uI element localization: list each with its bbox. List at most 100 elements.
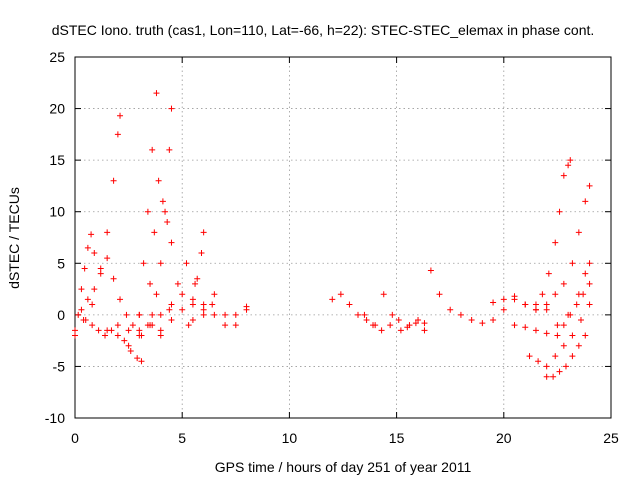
data-point xyxy=(114,322,121,329)
x-tick-label: 10 xyxy=(282,430,298,446)
data-point xyxy=(110,177,117,184)
data-point xyxy=(337,291,344,298)
y-tick-label: 10 xyxy=(49,204,65,220)
data-point xyxy=(168,317,175,324)
data-point xyxy=(102,332,109,339)
data-point xyxy=(586,260,593,267)
series-arc-s xyxy=(543,332,589,380)
data-point xyxy=(164,219,171,226)
grid-lines xyxy=(75,57,611,418)
data-point xyxy=(88,231,95,238)
data-point xyxy=(543,373,550,380)
plot-frame xyxy=(74,56,612,419)
data-point xyxy=(97,270,104,277)
data-point xyxy=(91,286,98,293)
data-point xyxy=(415,317,422,324)
data-point xyxy=(468,317,475,324)
data-point xyxy=(575,229,582,236)
data-point xyxy=(114,332,121,339)
data-point xyxy=(114,131,121,138)
data-point xyxy=(104,255,111,262)
data-point xyxy=(200,311,207,318)
data-point xyxy=(582,332,589,339)
series-arc-d xyxy=(82,317,145,365)
data-point xyxy=(378,327,385,334)
data-point xyxy=(395,317,402,324)
data-point xyxy=(140,260,147,267)
data-point xyxy=(136,327,143,334)
series-arc-b xyxy=(72,112,124,334)
series-arc-t xyxy=(554,280,593,339)
data-point xyxy=(147,322,154,329)
y-tick-label: -10 xyxy=(45,410,65,426)
data-point xyxy=(567,157,574,164)
data-point xyxy=(168,301,175,308)
data-point xyxy=(179,291,186,298)
data-point xyxy=(560,172,567,179)
data-point xyxy=(479,320,486,327)
data-point xyxy=(457,311,464,318)
data-point xyxy=(556,368,563,375)
data-point xyxy=(125,327,132,334)
data-point xyxy=(556,208,563,215)
data-point xyxy=(427,267,434,274)
data-point xyxy=(562,363,569,370)
data-point xyxy=(232,322,239,329)
data-point xyxy=(183,260,190,267)
data-point xyxy=(586,182,593,189)
data-point xyxy=(573,301,580,308)
x-tick-label: 0 xyxy=(71,430,79,446)
data-point xyxy=(166,146,173,153)
x-axis-label: GPS time / hours of day 251 of year 2011 xyxy=(215,459,472,475)
data-point xyxy=(104,229,111,236)
data-point xyxy=(522,301,529,308)
data-point xyxy=(153,90,160,97)
data-point xyxy=(97,265,104,272)
data-point xyxy=(209,301,216,308)
series-arc-g xyxy=(144,105,175,329)
data-point xyxy=(136,311,143,318)
data-point xyxy=(200,229,207,236)
data-point xyxy=(490,317,497,324)
data-point xyxy=(567,311,574,318)
data-point xyxy=(582,198,589,205)
data-point xyxy=(157,260,164,267)
data-point xyxy=(144,208,151,215)
data-point xyxy=(232,311,239,318)
series-arc-k xyxy=(157,291,250,334)
y-tick-label: 20 xyxy=(49,101,65,117)
data-point xyxy=(185,322,192,329)
y-axis-label: dSTEC / TECUs xyxy=(6,187,22,289)
y-tick-label: 5 xyxy=(57,255,65,271)
data-point xyxy=(447,306,454,313)
data-point xyxy=(189,301,196,308)
series-arc-o xyxy=(490,182,593,313)
data-point xyxy=(575,342,582,349)
data-point xyxy=(189,317,196,324)
data-point xyxy=(552,239,559,246)
x-tick-label: 25 xyxy=(603,430,619,446)
chart-title: dSTEC Iono. truth (cas1, Lon=110, Lat=-6… xyxy=(52,22,595,38)
data-point xyxy=(72,327,78,334)
data-point xyxy=(91,249,98,256)
series-arc-n xyxy=(427,267,550,327)
data-point xyxy=(543,306,550,313)
data-point xyxy=(179,306,186,313)
data-point xyxy=(104,327,111,334)
series-arc-a xyxy=(72,231,98,339)
data-point xyxy=(370,322,377,329)
series-arc-l xyxy=(329,291,428,334)
y-tick-label: 0 xyxy=(57,307,65,323)
data-point xyxy=(582,270,589,277)
series-arc-p xyxy=(532,157,574,308)
data-point xyxy=(89,322,96,329)
data-point xyxy=(174,280,181,287)
data-point xyxy=(168,239,175,246)
data-point xyxy=(166,306,173,313)
data-point xyxy=(389,311,396,318)
data-point xyxy=(84,296,91,303)
data-point xyxy=(535,358,542,365)
data-point xyxy=(149,311,156,318)
data-point xyxy=(560,342,567,349)
